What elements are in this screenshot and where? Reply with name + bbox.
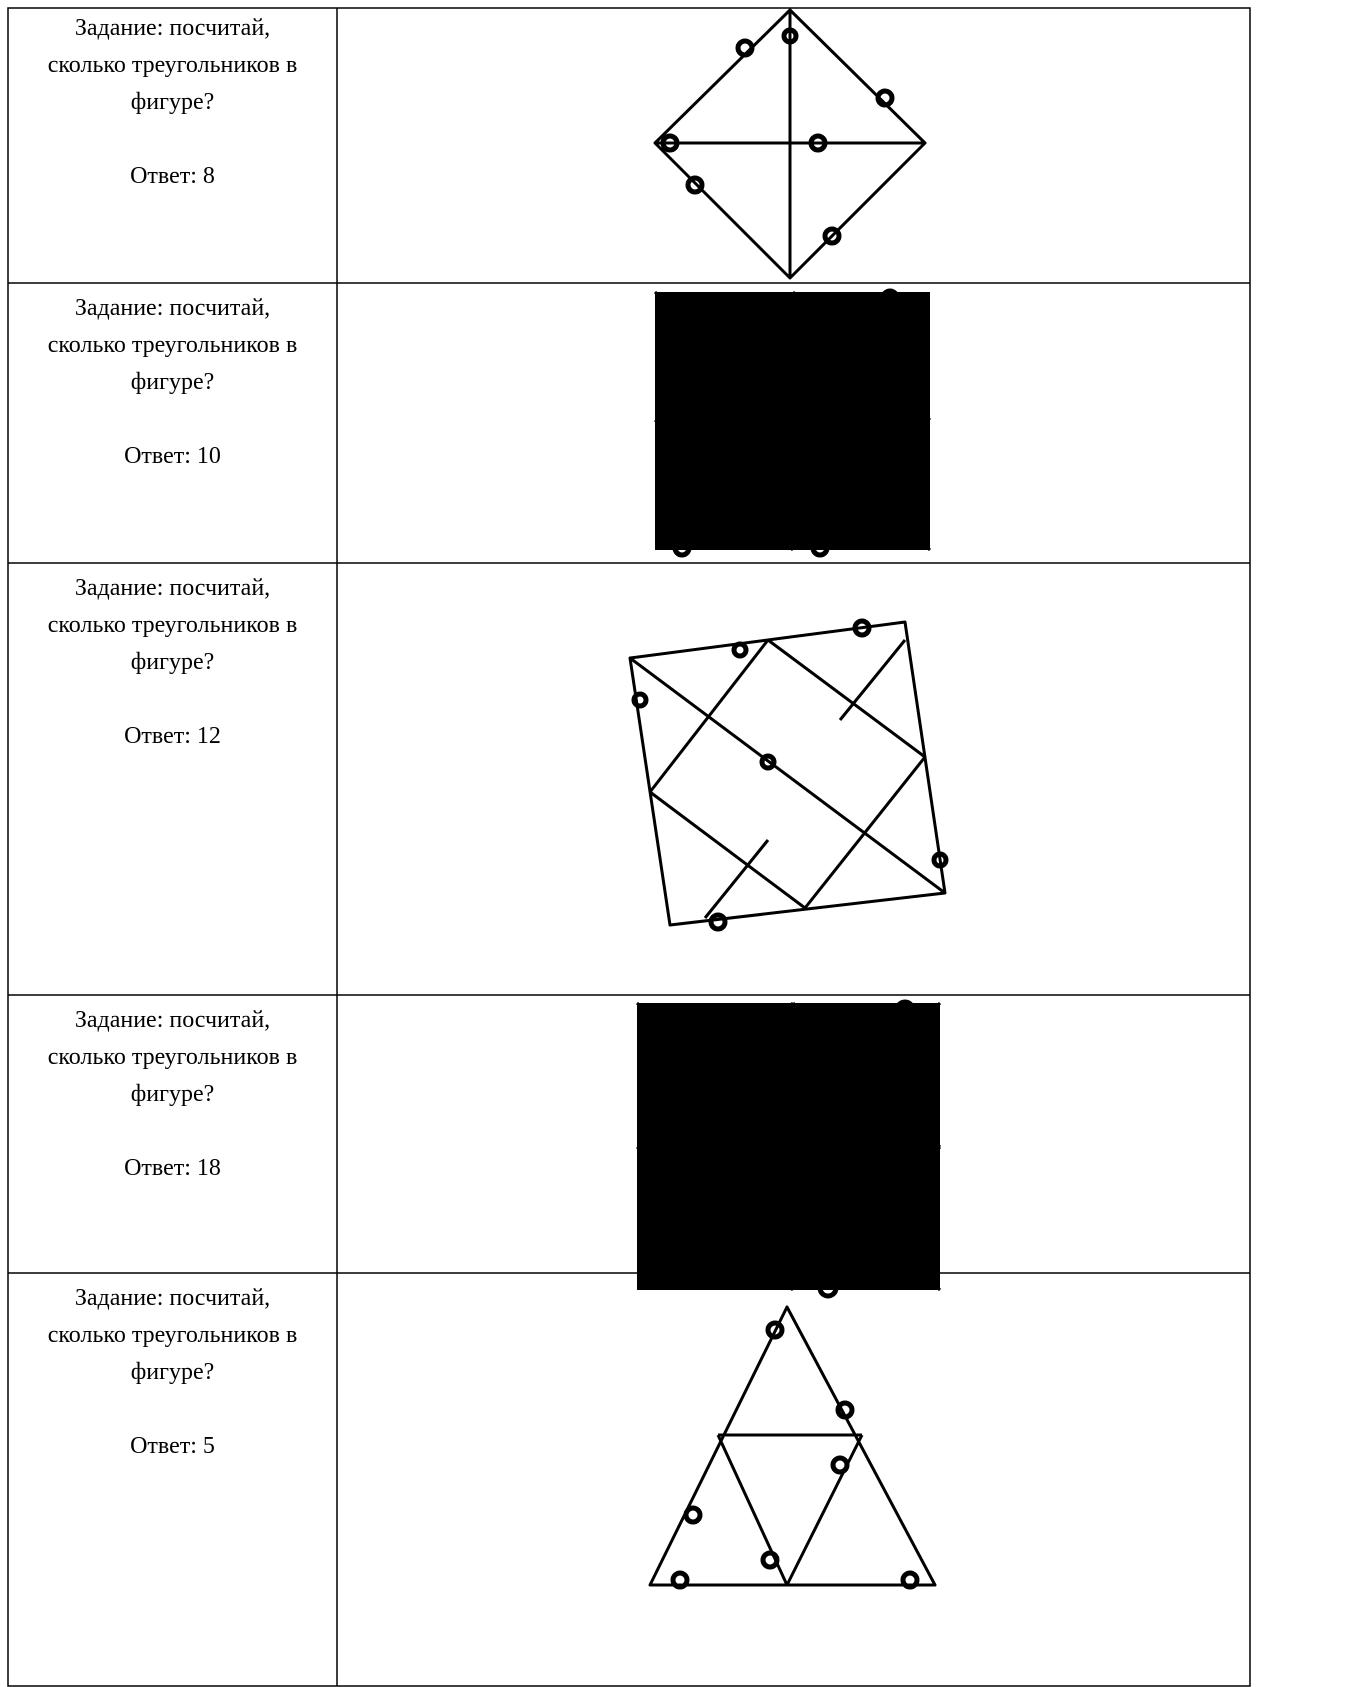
task-cell: Задание: посчитай, сколько треугольников… xyxy=(8,290,337,475)
task-cell: Задание: посчитай, сколько треугольников… xyxy=(8,1280,337,1465)
task-text: Задание: посчитай, сколько треугольников… xyxy=(47,15,298,115)
figure-square-10 xyxy=(653,288,932,558)
task-text: Задание: посчитай, сколько треугольников… xyxy=(47,295,298,395)
task-text: Задание: посчитай, сколько треугольников… xyxy=(47,1007,298,1107)
answer-text: Ответ: 10 xyxy=(124,443,221,469)
figure-tilted-12 xyxy=(628,618,949,932)
answer-text: Ответ: 5 xyxy=(130,1433,215,1459)
task-text: Задание: посчитай, сколько треугольников… xyxy=(47,575,298,675)
task-cell: Задание: посчитай, сколько треугольников… xyxy=(8,1002,337,1187)
answer-text: Ответ: 18 xyxy=(124,1155,221,1181)
answer-text: Ответ: 12 xyxy=(124,723,221,749)
answer-text: Ответ: 8 xyxy=(130,163,215,189)
figure-triangle-5 xyxy=(648,1305,937,1590)
task-cell: Задание: посчитай, сколько треугольников… xyxy=(8,10,337,195)
figure-square-18 xyxy=(635,999,942,1299)
task-text: Задание: посчитай, сколько треугольников… xyxy=(47,1285,298,1385)
task-cell: Задание: посчитай, сколько треугольников… xyxy=(8,570,337,755)
table-borders xyxy=(7,7,1251,1687)
figure-diamond xyxy=(653,8,927,280)
